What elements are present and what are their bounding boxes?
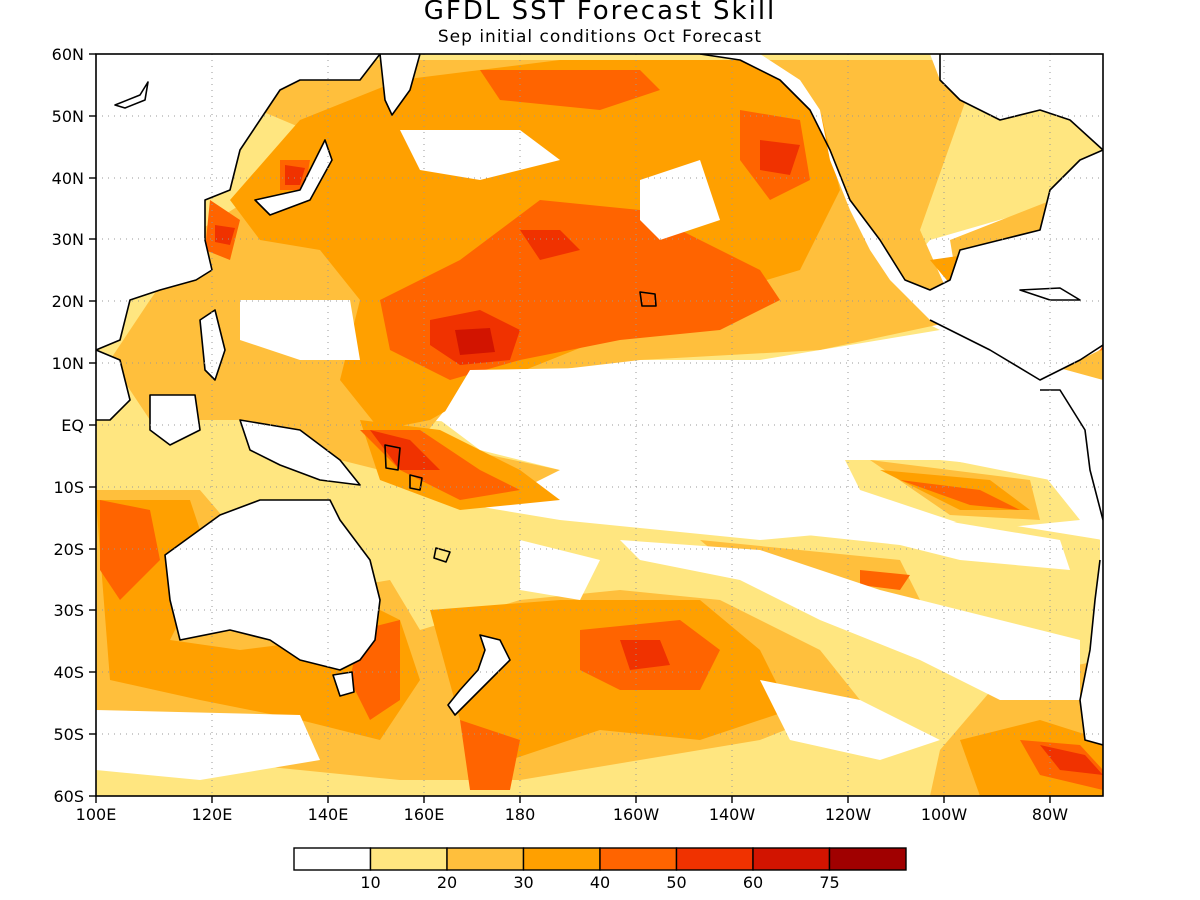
colorbar-label: 75 bbox=[819, 873, 839, 892]
lat-label: 60S bbox=[53, 787, 84, 806]
colorbar-swatch bbox=[522, 847, 601, 871]
lon-label: 160E bbox=[404, 805, 445, 824]
lat-label: 30S bbox=[53, 601, 84, 620]
lon-label: 160W bbox=[613, 805, 660, 824]
lat-label: 10S bbox=[53, 478, 84, 497]
colorbar-swatch bbox=[369, 847, 448, 871]
lon-label: 120W bbox=[825, 805, 872, 824]
colorbar-label: 60 bbox=[743, 873, 763, 892]
lon-label: 140W bbox=[709, 805, 756, 824]
colorbar-label: 30 bbox=[513, 873, 533, 892]
map-title: GFDL SST Forecast Skill bbox=[423, 0, 777, 26]
lon-labels: 100E 120E 140E 160E 180 160W 140W 120W 1… bbox=[76, 805, 1069, 824]
colorbar-swatch bbox=[446, 847, 525, 871]
colorbar: 10 20 30 40 50 60 75 bbox=[293, 847, 907, 892]
lat-label: 40N bbox=[52, 169, 84, 188]
map-subtitle: Sep initial conditions Oct Forecast bbox=[437, 27, 763, 47]
lat-labels: 60N 50N 40N 30N 20N 10N EQ 10S 20S 30S 4… bbox=[52, 45, 84, 806]
skill-field bbox=[96, 54, 1103, 796]
colorbar-swatch bbox=[828, 847, 907, 871]
colorbar-label: 40 bbox=[590, 873, 610, 892]
lon-label: 100W bbox=[921, 805, 968, 824]
lon-label: 140E bbox=[308, 805, 349, 824]
axis-ticks bbox=[89, 53, 1051, 803]
colorbar-swatch bbox=[675, 847, 754, 871]
lat-label: 40S bbox=[53, 663, 84, 682]
lat-label: 10N bbox=[52, 354, 84, 373]
lon-label: 80W bbox=[1032, 805, 1068, 824]
colorbar-label: 10 bbox=[360, 873, 380, 892]
lat-label: EQ bbox=[61, 416, 84, 435]
colorbar-swatch bbox=[293, 847, 372, 871]
colorbar-label: 20 bbox=[437, 873, 457, 892]
lat-label: 20N bbox=[52, 292, 84, 311]
lat-label: 20S bbox=[53, 540, 84, 559]
colorbar-swatch bbox=[752, 847, 831, 871]
colorbar-label: 50 bbox=[666, 873, 686, 892]
lat-label: 60N bbox=[52, 45, 84, 64]
colorbar-swatch bbox=[599, 847, 678, 871]
lat-label: 30N bbox=[52, 230, 84, 249]
lat-label: 50N bbox=[52, 107, 84, 126]
lon-label: 180 bbox=[505, 805, 536, 824]
lat-label: 50S bbox=[53, 725, 84, 744]
lon-label: 120E bbox=[192, 805, 233, 824]
lon-label: 100E bbox=[76, 805, 117, 824]
